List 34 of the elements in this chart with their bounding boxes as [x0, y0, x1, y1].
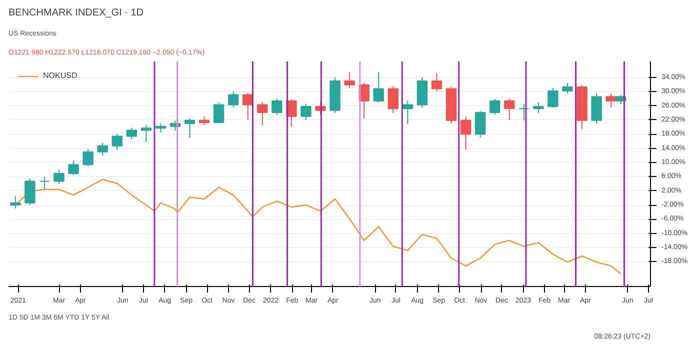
candlestick	[431, 72, 442, 92]
candlestick	[112, 134, 122, 151]
candlestick	[490, 98, 500, 116]
candlestick	[591, 92, 602, 124]
candlestick	[504, 98, 515, 120]
candlestick	[257, 102, 268, 126]
candlestick	[518, 104, 530, 121]
candlestick	[272, 98, 282, 116]
candlestick	[373, 72, 384, 103]
chart-title: BENCHMARK INDEX_GI · 1D	[8, 8, 144, 18]
candlestick	[68, 160, 79, 176]
legend-label: NOKUSD	[43, 71, 78, 80]
candlestick	[97, 142, 108, 156]
candlestick	[10, 196, 21, 210]
candlestick	[474, 110, 486, 138]
candlestick	[416, 76, 428, 108]
candlestick	[82, 148, 94, 167]
candlestick	[126, 127, 137, 140]
candlestick	[54, 169, 64, 184]
candlestick	[388, 86, 398, 114]
candlestick	[562, 82, 573, 94]
candlestick	[39, 176, 50, 190]
candlestick	[402, 100, 414, 125]
candlestick	[606, 92, 616, 108]
candlestick	[460, 116, 472, 150]
candlestick	[533, 102, 544, 114]
candlestick	[213, 102, 224, 124]
candlestick	[344, 72, 355, 89]
candlestick	[24, 178, 36, 206]
candlestick	[184, 118, 196, 138]
candlestick	[548, 88, 558, 108]
candlestick	[300, 104, 312, 120]
candlestick	[140, 124, 152, 142]
candlestick	[228, 91, 239, 108]
